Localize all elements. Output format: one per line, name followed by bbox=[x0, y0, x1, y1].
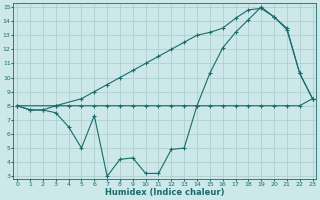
X-axis label: Humidex (Indice chaleur): Humidex (Indice chaleur) bbox=[105, 188, 225, 197]
